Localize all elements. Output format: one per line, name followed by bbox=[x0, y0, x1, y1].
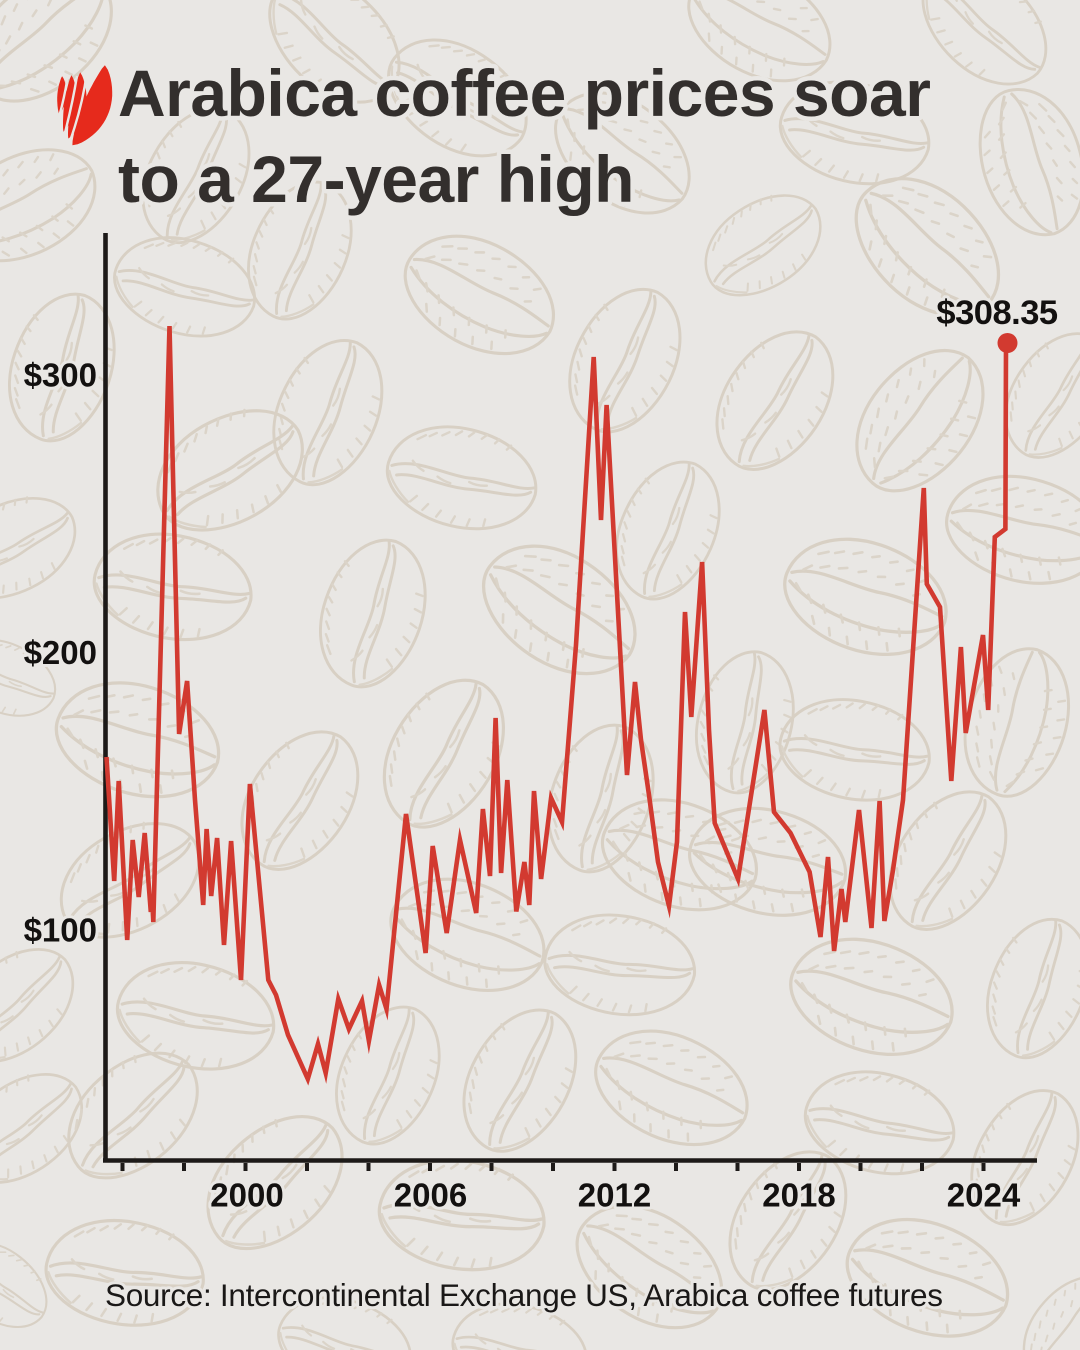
svg-text:to a 27-year high: to a 27-year high bbox=[118, 142, 634, 216]
svg-text:$308.35: $308.35 bbox=[936, 294, 1058, 332]
svg-text:2018: 2018 bbox=[762, 1177, 835, 1214]
svg-text:Source: Intercontinental Excha: Source: Intercontinental Exchange US, Ar… bbox=[105, 1277, 943, 1313]
svg-text:2024: 2024 bbox=[947, 1177, 1021, 1214]
svg-text:Arabica coffee prices soar: Arabica coffee prices soar bbox=[118, 56, 930, 130]
svg-text:$200: $200 bbox=[24, 634, 97, 671]
svg-text:2000: 2000 bbox=[210, 1177, 283, 1214]
svg-text:2006: 2006 bbox=[394, 1177, 467, 1214]
svg-text:$100: $100 bbox=[24, 912, 97, 949]
svg-text:2012: 2012 bbox=[578, 1177, 651, 1214]
svg-text:$300: $300 bbox=[24, 357, 97, 394]
